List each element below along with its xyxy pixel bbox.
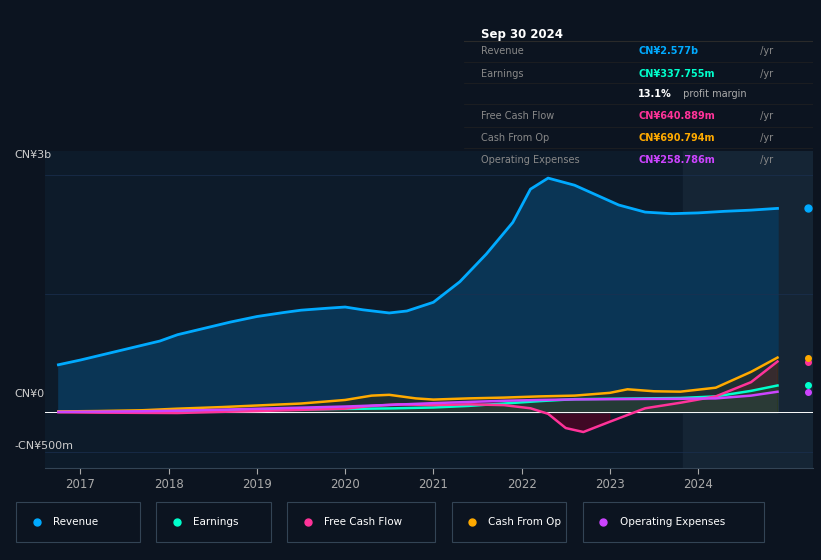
Text: Free Cash Flow: Free Cash Flow [324, 517, 402, 527]
Text: Sep 30 2024: Sep 30 2024 [481, 28, 563, 41]
Text: Revenue: Revenue [53, 517, 99, 527]
Text: CN¥640.889m: CN¥640.889m [639, 111, 715, 121]
Text: CN¥3b: CN¥3b [15, 150, 52, 160]
Text: CN¥258.786m: CN¥258.786m [639, 155, 715, 165]
Text: Earnings: Earnings [481, 69, 524, 79]
Text: /yr: /yr [757, 155, 773, 165]
Text: Cash From Op: Cash From Op [488, 517, 562, 527]
Text: 13.1%: 13.1% [639, 89, 672, 99]
Text: Revenue: Revenue [481, 46, 524, 56]
Text: /yr: /yr [757, 133, 773, 143]
Bar [683, 151, 813, 468]
Text: -CN¥500m: -CN¥500m [15, 441, 74, 451]
Text: CN¥690.794m: CN¥690.794m [639, 133, 715, 143]
Text: /yr: /yr [757, 69, 773, 79]
Text: Operating Expenses: Operating Expenses [481, 155, 580, 165]
Text: Operating Expenses: Operating Expenses [620, 517, 725, 527]
Text: /yr: /yr [757, 46, 773, 56]
Text: CN¥2.577b: CN¥2.577b [639, 46, 699, 56]
Text: profit margin: profit margin [680, 89, 747, 99]
Text: Earnings: Earnings [193, 517, 238, 527]
Text: Free Cash Flow: Free Cash Flow [481, 111, 554, 121]
Text: /yr: /yr [757, 111, 773, 121]
Text: Cash From Op: Cash From Op [481, 133, 549, 143]
Text: CN¥337.755m: CN¥337.755m [639, 69, 715, 79]
Text: CN¥0: CN¥0 [15, 389, 45, 399]
